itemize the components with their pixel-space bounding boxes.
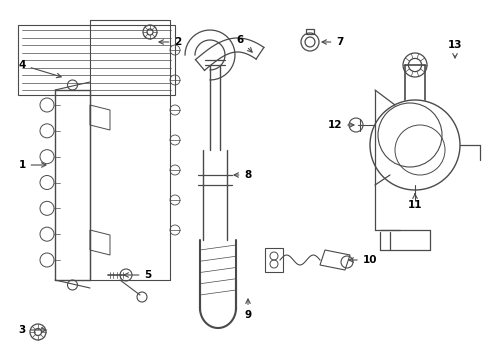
Text: 9: 9 (245, 299, 251, 320)
Text: 13: 13 (448, 40, 462, 58)
Text: 10: 10 (349, 255, 377, 265)
Text: 2: 2 (159, 37, 182, 47)
Text: 5: 5 (124, 270, 151, 280)
Text: 7: 7 (322, 37, 343, 47)
Text: 4: 4 (18, 60, 61, 78)
Text: 1: 1 (19, 160, 46, 170)
Text: 8: 8 (234, 170, 252, 180)
Text: 3: 3 (19, 325, 46, 335)
Text: 6: 6 (236, 35, 252, 52)
Text: 12: 12 (328, 120, 354, 130)
Text: 11: 11 (408, 194, 422, 210)
Bar (306, 29, 314, 34)
